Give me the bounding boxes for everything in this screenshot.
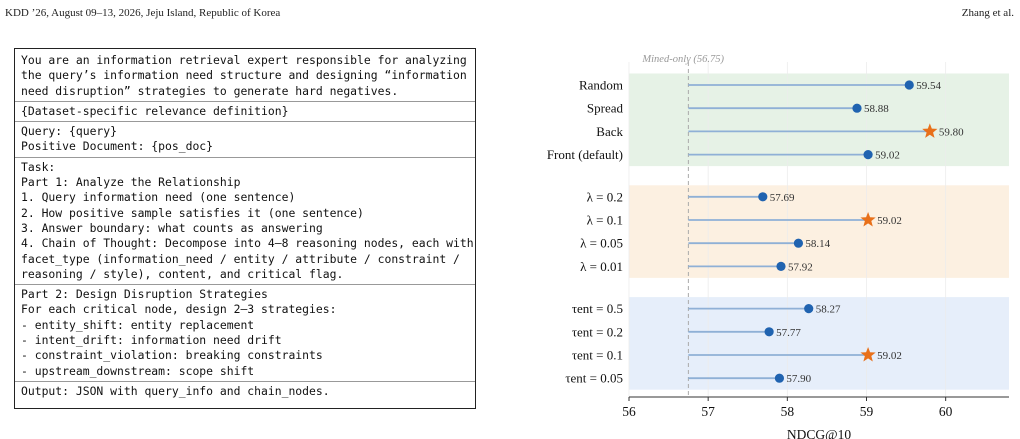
- section-divider: [15, 121, 475, 123]
- prompt-line: - entity_shift: entity replacement: [21, 317, 255, 332]
- prompt-line: 4. Chain of Thought: Decompose into 4–8 …: [21, 236, 474, 251]
- prompt-line: Output: JSON with query_info and chain_n…: [21, 383, 330, 398]
- prompt-line: 1. Query information need (one sentence): [21, 190, 296, 205]
- prompt-line: Part 2: Design Disruption Strategies: [21, 287, 268, 302]
- group-band: [629, 73, 1009, 167]
- row-label: τent = 0.5: [572, 301, 623, 316]
- prompt-line: Part 1: Analyze the Relationship: [21, 175, 241, 190]
- row-label: τent = 0.05: [565, 371, 623, 386]
- section-divider: [15, 284, 475, 286]
- row-label: Spread: [587, 101, 624, 116]
- prompt-line: - intent_drift: information need drift: [21, 333, 282, 348]
- value-label: 59.80: [939, 126, 964, 138]
- row-label: Back: [596, 124, 623, 139]
- prompt-line: Positive Document: {pos_doc}: [21, 139, 214, 154]
- prompt-line: 2. How positive sample satisfies it (one…: [21, 205, 364, 220]
- row-label: λ = 0.2: [587, 189, 623, 204]
- lollipop-dot: [774, 373, 785, 383]
- prompt-line: 3. Answer boundary: what counts as answe…: [21, 220, 323, 235]
- x-tick-label: 58: [781, 404, 795, 419]
- prompt-line: need disruption” strategies to generate …: [21, 83, 399, 98]
- value-label: 59.02: [877, 215, 902, 227]
- ablation-lollipop-chart: Mined-only (56.75) Random 59.54 Spread 58.88…: [547, 54, 1009, 439]
- prompt-line: - upstream_downstream: scope shift: [21, 363, 255, 378]
- value-label: 57.92: [788, 261, 813, 273]
- value-label: 57.77: [776, 327, 801, 339]
- baseline-label: Mined-only (56.75): [641, 54, 724, 65]
- x-tick-label: 60: [939, 404, 953, 419]
- value-label: 58.88: [864, 103, 889, 115]
- lollipop-dot: [764, 327, 774, 337]
- x-axis-label: NDCG@10: [787, 427, 851, 439]
- lollipop-dot: [758, 192, 768, 202]
- value-label: 59.54: [916, 80, 941, 92]
- row-label: Random: [579, 78, 623, 93]
- running-header-venue: KDD ’26, August 09–13, 2026, Jeju Island…: [5, 7, 281, 19]
- section-divider: [15, 380, 475, 382]
- prompt-template-box: You are an information retrieval expert …: [14, 48, 476, 409]
- row-label: λ = 0.05: [580, 236, 623, 251]
- section-divider: [15, 100, 475, 102]
- value-label: 59.02: [877, 350, 902, 362]
- running-header-authors: Zhang et al.: [961, 7, 1014, 19]
- section-divider: [15, 156, 475, 158]
- row-label: τent = 0.2: [572, 324, 623, 339]
- value-label: 58.27: [816, 304, 841, 316]
- prompt-line: For each critical node, design 2–3 strat…: [21, 302, 337, 317]
- value-label: 58.14: [805, 238, 830, 250]
- group-band: [629, 185, 1009, 278]
- row-label: λ = 0.1: [587, 213, 623, 228]
- prompt-line: - constraint_violation: breaking constra…: [21, 348, 323, 363]
- lollipop-dot: [776, 261, 786, 271]
- x-tick-label: 59: [860, 404, 874, 419]
- value-label: 57.69: [770, 192, 795, 204]
- x-tick-label: 56: [622, 404, 636, 419]
- prompt-line: Query: {query}: [21, 124, 118, 139]
- prompt-line: the query’s information need structure a…: [21, 68, 467, 83]
- prompt-line: {Dataset-specific relevance definition}: [21, 103, 289, 118]
- lollipop-dot: [904, 80, 914, 90]
- best-star-marker: [922, 123, 938, 138]
- lollipop-dot: [804, 304, 814, 314]
- row-label: λ = 0.01: [580, 259, 623, 274]
- prompt-line: You are an information retrieval expert …: [21, 53, 467, 67]
- best-star-marker: [860, 347, 876, 362]
- x-tick-label: 57: [701, 404, 715, 419]
- prompt-line: reasoning / style), content, and critica…: [21, 266, 344, 281]
- lollipop-dot: [863, 150, 873, 160]
- value-label: 59.02: [875, 150, 900, 162]
- value-label: 57.90: [786, 373, 811, 385]
- lollipop-dot: [852, 103, 862, 113]
- prompt-line: facet_type (information_need / entity / …: [21, 251, 460, 266]
- row-label: Front (default): [547, 147, 623, 162]
- prompt-line: Task:: [21, 159, 56, 174]
- row-label: τent = 0.1: [572, 348, 623, 363]
- lollipop-dot: [793, 238, 804, 248]
- best-star-marker: [860, 212, 876, 227]
